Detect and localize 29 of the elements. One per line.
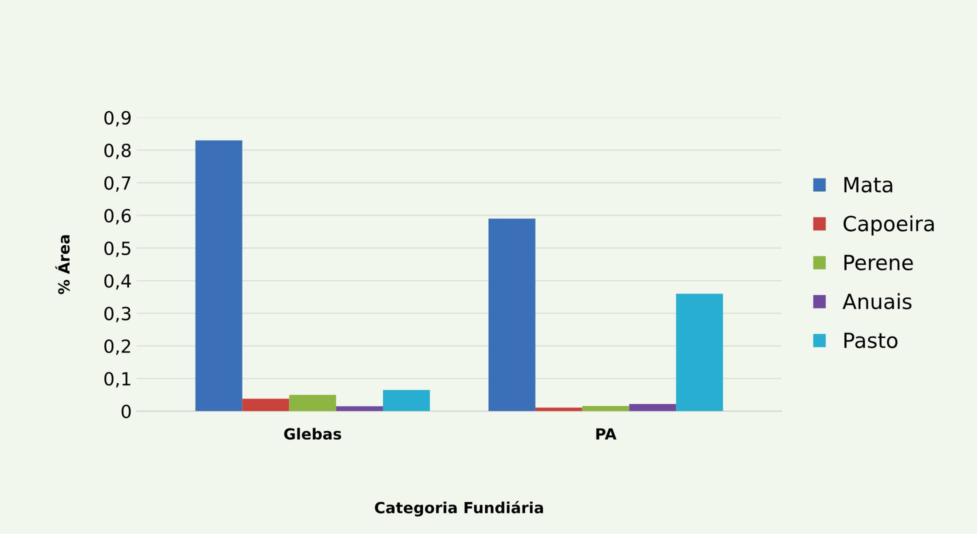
bar [289, 394, 336, 412]
y-tick-label: 0,1 [104, 372, 130, 388]
y-tick-label: 0,4 [104, 274, 131, 290]
y-tick-label: 0 [122, 404, 131, 418]
y-tick-label: 0,3 [104, 306, 130, 322]
y-tick-label: 0,6 [104, 208, 131, 224]
y-tick-label: 0,9 [104, 110, 131, 126]
legend-label: Mata [844, 177, 892, 193]
bar [382, 390, 430, 412]
x-tick-label: PA [596, 428, 616, 440]
y-tick-label: 0,2 [104, 339, 130, 355]
bar [336, 406, 383, 412]
bar [488, 218, 536, 412]
y-tick-label: 0,5 [104, 241, 130, 257]
bar [242, 398, 290, 412]
bar [629, 404, 676, 412]
legend-label: Perene [844, 254, 913, 270]
legend-label: Pasto [844, 332, 898, 348]
bar [676, 294, 723, 412]
y-tick-label: 0,7 [104, 176, 130, 192]
legend-label: Capoeira [844, 215, 934, 236]
bar [195, 140, 242, 412]
bar [582, 406, 630, 412]
y-axis-title: % Área [55, 235, 70, 294]
legend-label: Anuais [842, 293, 912, 310]
y-tick-label: 0,8 [104, 144, 131, 160]
bar [535, 408, 582, 412]
x-axis-title: Categoria Fundiária [374, 500, 543, 516]
x-tick-label: Glebas [284, 428, 342, 440]
